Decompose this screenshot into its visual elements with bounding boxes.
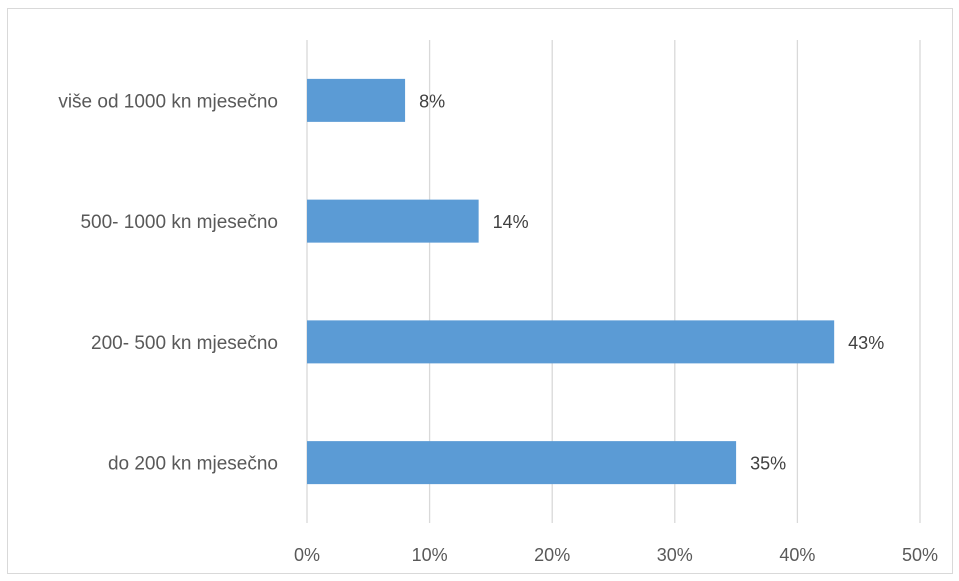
bar xyxy=(307,320,835,364)
bar xyxy=(307,441,737,485)
x-tick-label: 20% xyxy=(534,545,570,565)
x-tick-label: 40% xyxy=(779,545,815,565)
category-label: 500- 1000 kn mjesečno xyxy=(80,212,278,233)
bars xyxy=(307,78,835,485)
bar xyxy=(307,78,406,122)
x-tick-label: 10% xyxy=(412,545,448,565)
data-label: 14% xyxy=(493,212,529,232)
data-label: 8% xyxy=(419,91,445,111)
x-tick-label: 50% xyxy=(902,545,938,565)
data-label: 43% xyxy=(848,333,884,353)
category-label: 200- 500 kn mjesečno xyxy=(91,333,278,354)
category-label: do 200 kn mjesečno xyxy=(108,454,278,475)
bar xyxy=(307,199,479,243)
category-label: više od 1000 kn mjesečno xyxy=(58,91,278,112)
x-tick-label: 0% xyxy=(294,545,320,565)
labels: 0% 10% 20% 30% 40% 50% do 200 kn mjesečno 35% 20… xyxy=(58,91,938,565)
data-label: 35% xyxy=(750,454,786,474)
x-tick-label: 30% xyxy=(657,545,693,565)
